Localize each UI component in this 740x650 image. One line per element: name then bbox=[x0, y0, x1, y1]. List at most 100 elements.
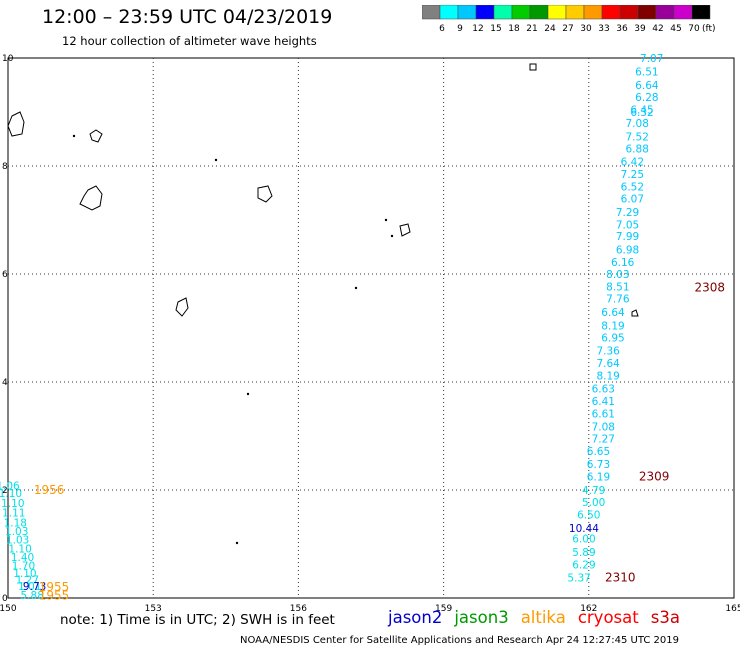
wave-height-label: 6.45 bbox=[630, 104, 653, 116]
wave-height-label: 6.00 bbox=[572, 534, 595, 546]
wave-height-label: 1.01 bbox=[18, 581, 41, 593]
map-frame bbox=[7, 57, 735, 599]
wave-height-label: 6.52 bbox=[621, 182, 644, 194]
satellite-cryosat: cryosat bbox=[577, 608, 639, 627]
island-outline bbox=[79, 185, 103, 211]
wave-height-label: 8.19 bbox=[601, 320, 624, 332]
scale-unit: (ft) bbox=[702, 24, 716, 34]
wave-height-label: 6.98 bbox=[616, 245, 639, 257]
wave-height-label: 6.50 bbox=[577, 509, 600, 521]
wave-height-label: 1.06 bbox=[0, 481, 20, 493]
wave-height-label: 7.99 bbox=[616, 231, 639, 243]
wave-height-label: 6.64 bbox=[635, 80, 659, 92]
island-outline bbox=[399, 223, 411, 237]
island-dot bbox=[246, 392, 250, 396]
wave-height-label: 7.36 bbox=[596, 346, 620, 358]
scale-label: 15 bbox=[490, 24, 501, 34]
wave-height-label: 5.88 bbox=[21, 590, 44, 602]
wave-height-label: 5.00 bbox=[582, 497, 605, 509]
island-outline bbox=[257, 185, 273, 203]
wave-height-label: 1.03 bbox=[5, 526, 28, 538]
footer-note: note: 1) Time is in UTC; 2) SWH is in fe… bbox=[60, 612, 335, 628]
wave-height-label: 6.29 bbox=[572, 560, 595, 572]
lat-tick-label: 4 bbox=[2, 378, 8, 388]
satellite-altika: altika bbox=[520, 608, 566, 627]
island-outline bbox=[631, 309, 639, 317]
wave-height-label: 6.88 bbox=[626, 144, 649, 156]
scale-label: 45 bbox=[670, 24, 681, 34]
time-label: 1955 bbox=[39, 580, 70, 594]
wave-height-label: 7.29 bbox=[616, 207, 639, 219]
island-dot bbox=[72, 134, 76, 138]
satellite-legend: jason2 jason3 altika cryosat s3a bbox=[388, 608, 692, 627]
color-scale-legend: 6 9 12 15 18 21 24 27 30 33 36 39 42 45 70 (ft) bbox=[422, 5, 716, 34]
wave-height-label: 6.73 bbox=[587, 459, 610, 471]
satellite-s3a: s3a bbox=[650, 608, 680, 627]
wave-height-label: 6.41 bbox=[592, 396, 615, 408]
wave-height-label: 6.51 bbox=[635, 67, 658, 79]
scale-label: 42 bbox=[652, 24, 663, 34]
wave-height-label: 4.79 bbox=[582, 485, 605, 497]
scale-label: 27 bbox=[562, 24, 573, 34]
scale-label: 18 bbox=[508, 24, 520, 34]
wave-height-label: 1.18 bbox=[4, 517, 27, 529]
wave-height-label: 7.27 bbox=[592, 434, 615, 446]
lat-tick-label: 10 bbox=[2, 54, 14, 64]
map-subtitle: 12 hour collection of altimeter wave hei… bbox=[62, 34, 317, 48]
time-label: 2308 bbox=[695, 281, 726, 295]
wave-height-label: 7.05 bbox=[616, 219, 639, 231]
satellite-jason3: jason3 bbox=[454, 608, 509, 627]
island-dot bbox=[214, 158, 218, 162]
wave-height-label: 9.73 bbox=[23, 581, 46, 593]
wave-height-label: 6.16 bbox=[611, 257, 635, 269]
wave-height-label: 5.89 bbox=[572, 547, 595, 559]
map-title: 12:00 – 23:59 UTC 04/23/2019 bbox=[42, 6, 333, 28]
time-label: 1956 bbox=[34, 483, 65, 497]
wave-height-label: 1.10 bbox=[13, 568, 36, 580]
island-outline bbox=[529, 63, 537, 71]
lon-tick-label: 153 bbox=[145, 604, 162, 612]
scale-label: 9 bbox=[457, 24, 463, 34]
wave-height-label: 6.95 bbox=[601, 333, 624, 345]
island-outline bbox=[175, 297, 189, 317]
lon-tick-label: 165 bbox=[725, 604, 740, 612]
wave-height-label: 7.08 bbox=[626, 118, 649, 130]
wave-height-label: 10.44 bbox=[569, 523, 599, 535]
wave-height-label: 8.03 bbox=[606, 269, 629, 281]
scale-label: 36 bbox=[616, 24, 628, 34]
island-dot bbox=[384, 218, 388, 222]
wave-height-label: 1.70 bbox=[12, 561, 35, 573]
wave-height-label: 1.10 bbox=[8, 543, 31, 555]
wave-height-label: 7.76 bbox=[606, 293, 630, 305]
island-dot bbox=[354, 286, 358, 290]
lon-tick-label: 159 bbox=[435, 604, 452, 612]
island-outline bbox=[89, 129, 103, 143]
wave-height-label: 1.10 bbox=[1, 498, 24, 510]
wave-height-label: 6.28 bbox=[635, 92, 658, 104]
wave-height-label: 6.19 bbox=[587, 472, 610, 484]
island-outline bbox=[7, 111, 25, 137]
wave-height-label: 6.64 bbox=[601, 307, 625, 319]
island-dot bbox=[235, 541, 239, 545]
wave-height-label: 5.37 bbox=[567, 572, 590, 584]
lat-tick-label: 2 bbox=[2, 486, 8, 496]
lat-tick-label: 8 bbox=[2, 162, 8, 172]
lon-tick-label: 162 bbox=[580, 604, 597, 612]
scale-label: 12 bbox=[472, 24, 483, 34]
scale-label: 70 bbox=[688, 24, 700, 34]
wave-height-label: 7.52 bbox=[626, 131, 649, 143]
time-label: 2309 bbox=[639, 470, 670, 484]
wave-height-label: 8.51 bbox=[606, 281, 629, 293]
scale-label: 24 bbox=[544, 24, 556, 34]
scale-label: 6 bbox=[439, 24, 445, 34]
lon-tick-label: 150 bbox=[0, 604, 17, 612]
satellite-jason2: jason2 bbox=[388, 608, 443, 627]
island-dot bbox=[390, 234, 394, 238]
lat-tick-label: 6 bbox=[2, 270, 8, 280]
wave-height-label: 1.40 bbox=[11, 552, 34, 564]
wave-height-label: 1.11 bbox=[2, 508, 25, 520]
scale-label: 33 bbox=[598, 24, 609, 34]
wave-height-label: 1.03 bbox=[6, 535, 29, 547]
footer-credit: NOAA/NESDIS Center for Satellite Applica… bbox=[240, 635, 679, 646]
